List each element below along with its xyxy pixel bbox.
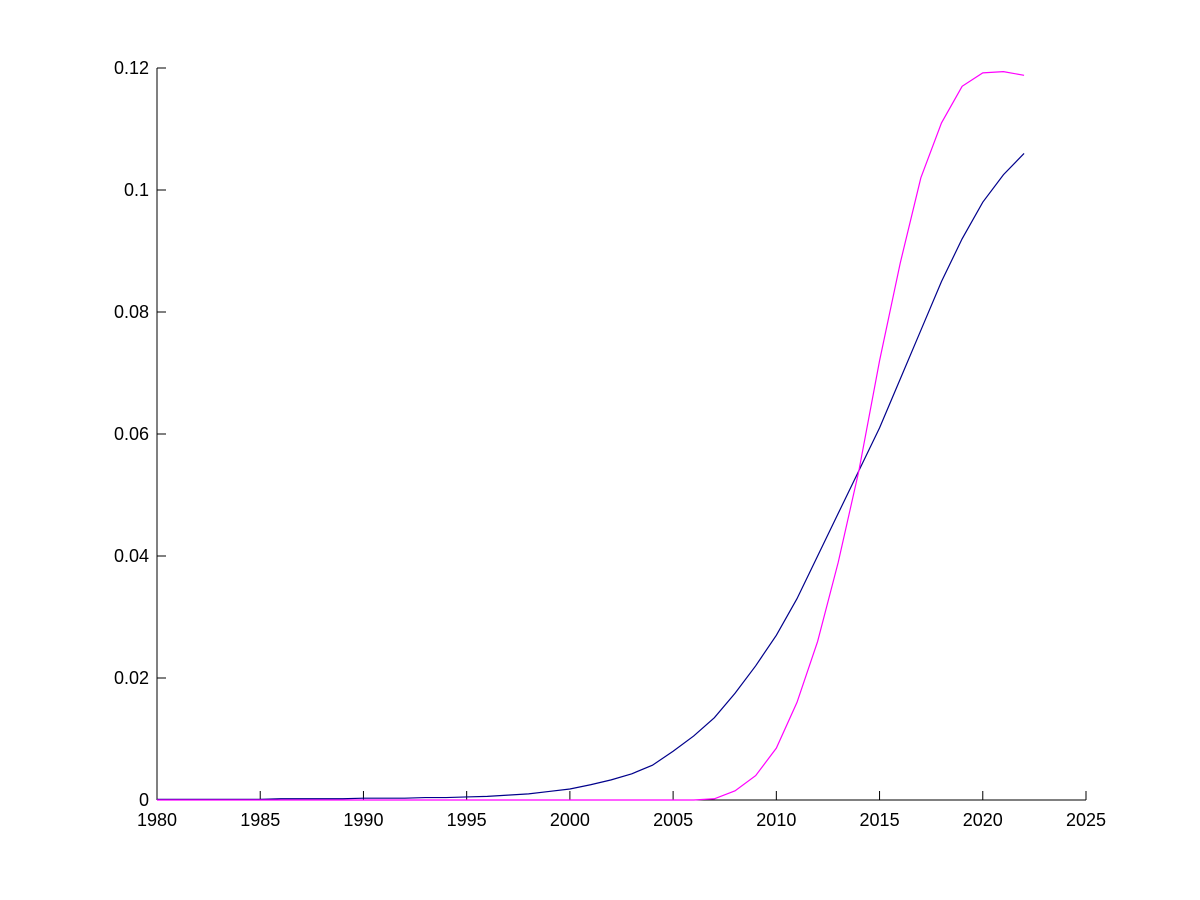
x-tick-label: 2020	[963, 810, 1003, 830]
x-tick-label: 1980	[137, 810, 177, 830]
y-tick-label: 0.08	[114, 302, 149, 322]
y-tick-label: 0	[139, 790, 149, 810]
x-tick-label: 2025	[1066, 810, 1106, 830]
series-line	[157, 71, 1025, 801]
y-tick-label: 0.04	[114, 546, 149, 566]
x-tick-label: 2015	[860, 810, 900, 830]
x-tick-label: 2005	[653, 810, 693, 830]
y-tick-label: 0.02	[114, 668, 149, 688]
x-tick-label: 1990	[343, 810, 383, 830]
x-tick-label: 1995	[447, 810, 487, 830]
x-tick-label: 2000	[550, 810, 590, 830]
y-tick-label: 0.1	[124, 180, 149, 200]
x-tick-label: 2010	[756, 810, 796, 830]
y-tick-label: 0.12	[114, 58, 149, 78]
x-tick-label: 1985	[240, 810, 280, 830]
y-tick-label: 0.06	[114, 424, 149, 444]
series-line	[157, 152, 1025, 800]
